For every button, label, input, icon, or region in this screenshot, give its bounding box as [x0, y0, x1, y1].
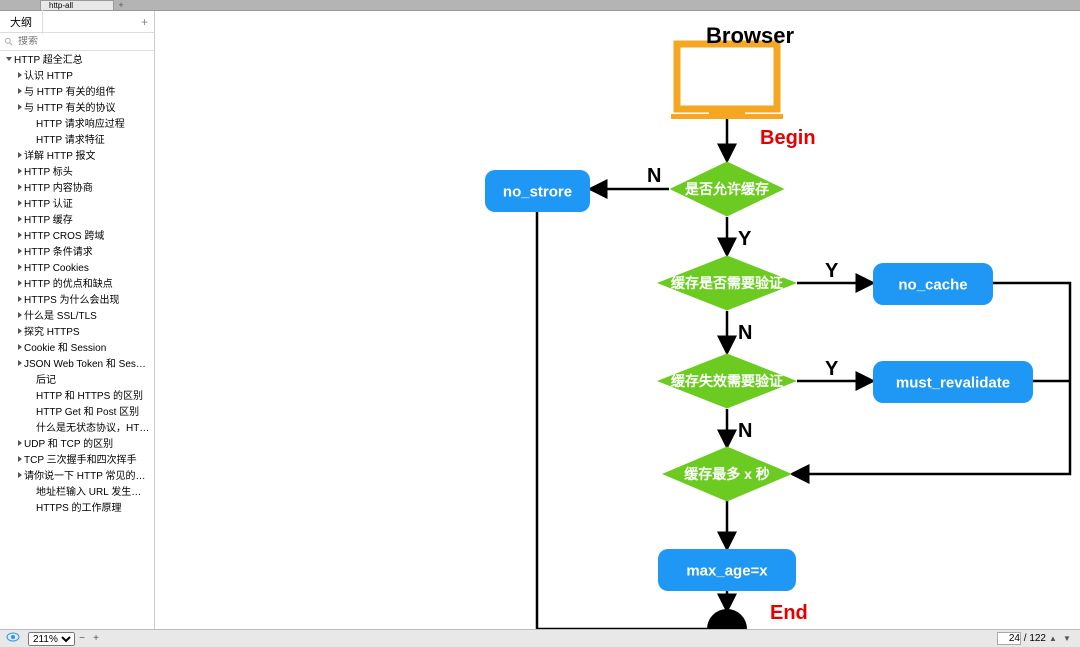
- svg-text:Begin: Begin: [760, 127, 816, 149]
- page-prev[interactable]: ▲: [1046, 634, 1060, 643]
- zoom-in[interactable]: +: [89, 633, 103, 644]
- tree-item[interactable]: 后记: [0, 373, 154, 389]
- svg-text:Y: Y: [825, 260, 839, 282]
- zoom-select[interactable]: 211%: [28, 632, 75, 646]
- tree-item[interactable]: 什么是 SSL/TLS: [0, 309, 154, 325]
- tree-item[interactable]: 探究 HTTPS: [0, 325, 154, 341]
- tree-item[interactable]: HTTP 条件请求: [0, 245, 154, 261]
- svg-text:缓存是否需要验证: 缓存是否需要验证: [671, 275, 783, 291]
- tree-item[interactable]: 认识 HTTP: [0, 69, 154, 85]
- svg-text:Y: Y: [825, 358, 839, 380]
- tree-item[interactable]: 与 HTTP 有关的组件: [0, 85, 154, 101]
- tree-item[interactable]: HTTP CROS 跨域: [0, 229, 154, 245]
- svg-text:N: N: [738, 420, 752, 442]
- svg-text:N: N: [738, 322, 752, 344]
- tree-item[interactable]: 什么是无状态协议，HTTP...: [0, 421, 154, 437]
- tree-item[interactable]: HTTP 请求特征: [0, 133, 154, 149]
- tab-add[interactable]: +: [114, 0, 128, 10]
- svg-text:End: End: [770, 602, 808, 624]
- visibility-icon[interactable]: [6, 632, 20, 645]
- tree-item[interactable]: 地址栏输入 URL 发生了什么: [0, 485, 154, 501]
- svg-text:缓存失效需要验证: 缓存失效需要验证: [671, 373, 783, 389]
- tree-item[interactable]: HTTP Cookies: [0, 261, 154, 277]
- sidebar-tab-outline[interactable]: 大纲: [0, 10, 43, 34]
- tree-item[interactable]: 与 HTTP 有关的协议: [0, 101, 154, 117]
- svg-text:no_cache: no_cache: [898, 276, 967, 293]
- flowchart-svg: N Y Y N Y N Browser Begin End 是否允许缓存缓存是否需要验证缓存失效需…: [155, 11, 1080, 629]
- search-icon: [4, 37, 14, 47]
- tree-item[interactable]: HTTP 认证: [0, 197, 154, 213]
- svg-text:Y: Y: [738, 228, 752, 250]
- tree-item[interactable]: HTTPS 为什么会出现: [0, 293, 154, 309]
- tree-item[interactable]: 详解 HTTP 报文: [0, 149, 154, 165]
- tree-item[interactable]: UDP 和 TCP 的区别: [0, 437, 154, 453]
- sidebar: 大纲 + HTTP 超全汇总认识 HTTP与 HTTP 有关的组件与 HTTP …: [0, 11, 155, 629]
- page-next[interactable]: ▼: [1060, 634, 1074, 643]
- svg-text:缓存最多 x 秒: 缓存最多 x 秒: [684, 466, 770, 482]
- svg-text:Browser: Browser: [706, 23, 794, 48]
- zoom-out[interactable]: −: [75, 633, 89, 644]
- page-total: / 122: [1021, 633, 1046, 644]
- svg-text:no_strore: no_strore: [503, 183, 572, 200]
- tree-item[interactable]: TCP 三次握手和四次挥手: [0, 453, 154, 469]
- outline-tree: HTTP 超全汇总认识 HTTP与 HTTP 有关的组件与 HTTP 有关的协议…: [0, 51, 154, 629]
- tree-item[interactable]: HTTP 标头: [0, 165, 154, 181]
- sidebar-header: 大纲 +: [0, 11, 154, 33]
- page-input[interactable]: [997, 632, 1021, 645]
- svg-text:must_revalidate: must_revalidate: [896, 374, 1010, 391]
- tab-bar: http-all +: [0, 0, 1080, 10]
- canvas: N Y Y N Y N Browser Begin End 是否允许缓存缓存是否需要验证缓存失效需…: [155, 11, 1080, 629]
- tree-item[interactable]: HTTP 超全汇总: [0, 53, 154, 69]
- sidebar-add[interactable]: +: [135, 15, 154, 29]
- svg-text:max_age=x: max_age=x: [686, 562, 768, 579]
- tree-item[interactable]: HTTP 内容协商: [0, 181, 154, 197]
- main-area: 大纲 + HTTP 超全汇总认识 HTTP与 HTTP 有关的组件与 HTTP …: [0, 10, 1080, 629]
- tree-item[interactable]: HTTP 的优点和缺点: [0, 277, 154, 293]
- tree-item[interactable]: Cookie 和 Session: [0, 341, 154, 357]
- footer: 211% − + / 122 ▲ ▼: [0, 629, 1080, 647]
- tree-item[interactable]: HTTP 和 HTTPS 的区别: [0, 389, 154, 405]
- svg-text:是否允许缓存: 是否允许缓存: [685, 181, 769, 197]
- tree-item[interactable]: HTTP 请求响应过程: [0, 117, 154, 133]
- tree-item[interactable]: HTTP 缓存: [0, 213, 154, 229]
- search-box[interactable]: [0, 33, 154, 51]
- svg-text:N: N: [647, 165, 661, 187]
- tree-item[interactable]: HTTP Get 和 Post 区别: [0, 405, 154, 421]
- search-input[interactable]: [18, 36, 150, 47]
- tree-item[interactable]: HTTPS 的工作原理: [0, 501, 154, 517]
- tab-http-all[interactable]: http-all: [40, 0, 114, 10]
- tree-item[interactable]: JSON Web Token 和 Sessio..: [0, 357, 154, 373]
- tree-item[interactable]: 请你说一下 HTTP 常见的请...: [0, 469, 154, 485]
